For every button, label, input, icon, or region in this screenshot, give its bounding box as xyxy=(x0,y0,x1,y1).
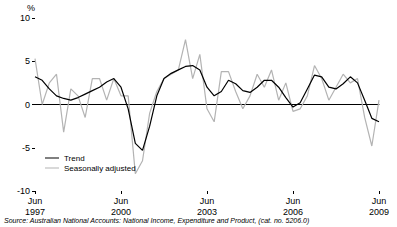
svg-text:2003: 2003 xyxy=(197,207,217,217)
svg-text:Jun: Jun xyxy=(372,196,387,206)
svg-text:Jun: Jun xyxy=(28,196,43,206)
svg-text:2006: 2006 xyxy=(283,207,303,217)
svg-text:Jun: Jun xyxy=(114,196,129,206)
svg-text:2009: 2009 xyxy=(369,207,389,217)
svg-text:10: 10 xyxy=(20,13,30,23)
svg-text:1997: 1997 xyxy=(25,207,45,217)
svg-text:2000: 2000 xyxy=(111,207,131,217)
svg-text:-10: -10 xyxy=(17,186,30,196)
svg-text:Jun: Jun xyxy=(200,196,215,206)
svg-text:Trend: Trend xyxy=(64,154,85,163)
svg-text:Seasonally adjusted: Seasonally adjusted xyxy=(64,164,136,173)
svg-text:Source: Australian National Ac: Source: Australian National Accounts: Na… xyxy=(4,217,309,225)
svg-text:%: % xyxy=(27,3,35,13)
svg-text:0: 0 xyxy=(25,100,30,110)
svg-text:-5: -5 xyxy=(22,143,30,153)
svg-text:Jun: Jun xyxy=(286,196,301,206)
svg-text:5: 5 xyxy=(25,56,30,66)
